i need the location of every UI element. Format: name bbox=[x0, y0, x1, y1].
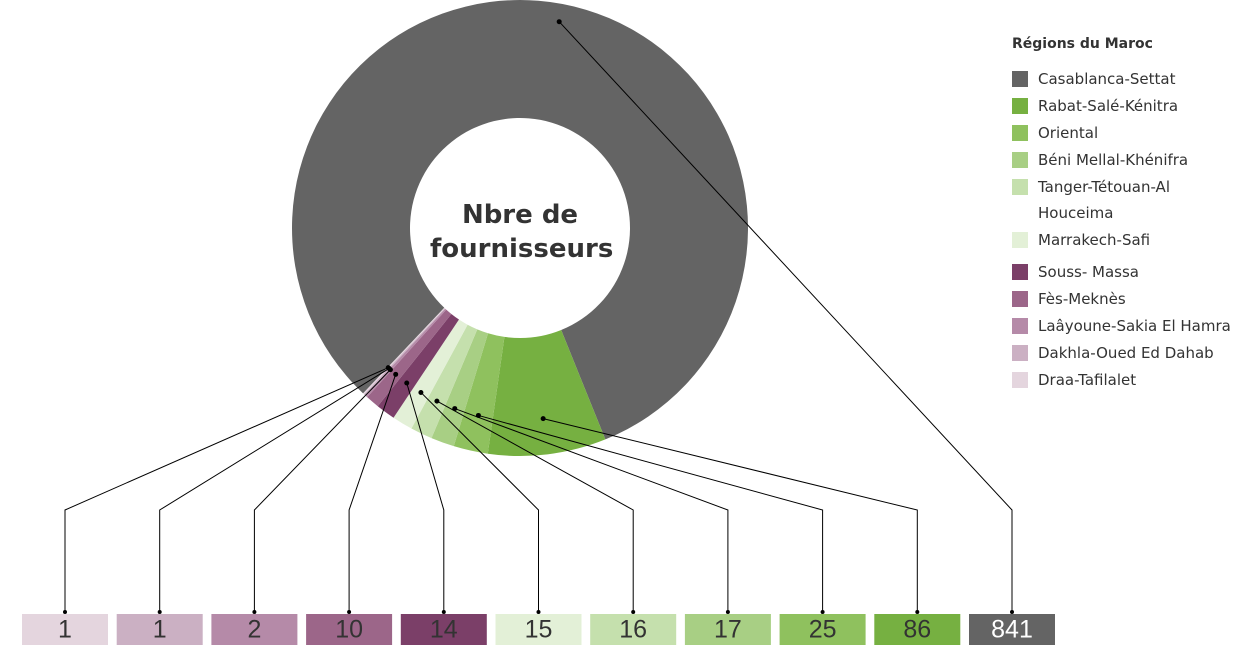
legend-item: Marrakech-Safi bbox=[1012, 227, 1234, 253]
leader-dot bbox=[452, 406, 458, 412]
legend-swatch bbox=[1012, 345, 1028, 361]
leader-line bbox=[454, 408, 729, 612]
leader-dot bbox=[1010, 610, 1014, 614]
leader-dot bbox=[536, 610, 541, 614]
legend-swatch bbox=[1012, 179, 1028, 195]
legend-label: Dakhla-Oued Ed Dahab bbox=[1038, 344, 1214, 362]
legend-label: Rabat-Salé-Kénitra bbox=[1038, 97, 1179, 115]
legend-swatch bbox=[1012, 98, 1028, 114]
leader-line bbox=[406, 382, 445, 612]
value-label: 1 bbox=[153, 616, 167, 644]
value-box bbox=[211, 614, 298, 645]
legend-item: Draa-Tafilalet bbox=[1012, 367, 1234, 393]
donut-slice bbox=[377, 313, 459, 418]
value-label: 16 bbox=[619, 616, 647, 644]
legend-item: Rabat-Salé-Kénitra bbox=[1012, 93, 1234, 119]
value-label: 841 bbox=[991, 616, 1033, 644]
leader-dot bbox=[157, 610, 162, 614]
value-box bbox=[116, 614, 203, 645]
leader-line bbox=[420, 392, 539, 612]
center-label: Nbre de fournisseurs bbox=[430, 200, 614, 264]
leader-line bbox=[64, 367, 389, 612]
legend-item: Souss- Massa bbox=[1012, 259, 1234, 285]
donut-slice bbox=[364, 308, 446, 396]
leader-line bbox=[253, 369, 391, 612]
legend-label: Tanger-Tétouan-Al Houceima bbox=[1038, 178, 1170, 222]
legend-label: Béni Mellal-Khénifra bbox=[1038, 151, 1189, 169]
leader-line bbox=[543, 418, 918, 612]
leader-dot bbox=[540, 416, 546, 422]
legend-label: Casablanca-Settat bbox=[1038, 70, 1176, 88]
legend-swatch bbox=[1012, 71, 1028, 87]
leader-dot bbox=[725, 610, 730, 614]
leader-dot bbox=[441, 610, 446, 614]
legend-item: Béni Mellal-Khénifra bbox=[1012, 147, 1234, 173]
leader-dot bbox=[820, 610, 825, 614]
leader-dot bbox=[347, 610, 352, 614]
value-box bbox=[684, 614, 771, 645]
legend-title: Régions du Maroc bbox=[1012, 36, 1153, 52]
value-label: 1 bbox=[58, 616, 72, 644]
legend-swatch bbox=[1012, 152, 1028, 168]
legend-label: Marrakech-Safi bbox=[1038, 231, 1151, 249]
legend-swatch bbox=[1012, 372, 1028, 388]
leader-dot bbox=[434, 398, 440, 404]
legend-item: Dakhla-Oued Ed Dahab bbox=[1012, 340, 1234, 366]
value-box bbox=[969, 614, 1055, 645]
legend-swatch bbox=[1012, 264, 1028, 280]
leader-dot bbox=[631, 610, 636, 614]
donut-slice bbox=[292, 0, 749, 440]
leader-line bbox=[558, 21, 1013, 612]
leader-dot bbox=[475, 412, 481, 418]
value-box bbox=[22, 614, 108, 645]
leader-dot bbox=[252, 610, 257, 614]
leader-dot bbox=[418, 389, 424, 395]
legend-swatch bbox=[1012, 232, 1028, 248]
value-box bbox=[590, 614, 677, 645]
legend-swatch bbox=[1012, 125, 1028, 141]
donut-slice bbox=[453, 333, 505, 454]
value-label: 14 bbox=[430, 616, 458, 644]
value-box bbox=[400, 614, 487, 645]
value-label: 86 bbox=[903, 616, 931, 644]
value-box bbox=[779, 614, 866, 645]
legend-label: Laâyoune-Sakia El Hamra bbox=[1038, 317, 1231, 335]
value-label: 10 bbox=[335, 616, 363, 644]
leader-dot bbox=[404, 380, 410, 386]
leader-dot bbox=[556, 19, 562, 25]
legend: Régions du Maroc Casablanca-Settat Rabat-… bbox=[1012, 36, 1234, 394]
leader-line bbox=[348, 374, 397, 612]
value-box bbox=[495, 614, 582, 645]
legend-item: Tanger-Tétouan-Al Houceima bbox=[1012, 174, 1234, 226]
leader-line bbox=[159, 368, 390, 612]
leader-dot bbox=[387, 367, 393, 373]
donut-slice bbox=[367, 309, 452, 407]
leader-line bbox=[478, 414, 824, 612]
legend-label: Fès-Meknès bbox=[1038, 290, 1126, 308]
legend-item: Oriental bbox=[1012, 120, 1234, 146]
value-label: 25 bbox=[809, 616, 837, 644]
value-label: 17 bbox=[714, 616, 742, 644]
legend-item: Laâyoune-Sakia El Hamra bbox=[1012, 313, 1234, 339]
value-box bbox=[306, 614, 393, 645]
legend-label: Souss- Massa bbox=[1038, 263, 1139, 281]
leader-dot bbox=[915, 610, 920, 614]
legend-item: Casablanca-Settat bbox=[1012, 66, 1234, 92]
legend-item: Fès-Meknès bbox=[1012, 286, 1234, 312]
leader-line bbox=[436, 400, 634, 612]
value-label: 2 bbox=[247, 616, 261, 644]
legend-swatch bbox=[1012, 291, 1028, 307]
value-box bbox=[874, 614, 961, 645]
legend-label: Draa-Tafilalet bbox=[1038, 371, 1137, 389]
leader-dot bbox=[393, 371, 399, 377]
value-label: 15 bbox=[525, 616, 553, 644]
leader-dot bbox=[63, 610, 67, 614]
donut-slice bbox=[487, 330, 606, 456]
donut-slice bbox=[363, 307, 445, 395]
legend-swatch bbox=[1012, 318, 1028, 334]
donut-slice bbox=[411, 324, 478, 439]
legend-label: Oriental bbox=[1038, 124, 1099, 142]
